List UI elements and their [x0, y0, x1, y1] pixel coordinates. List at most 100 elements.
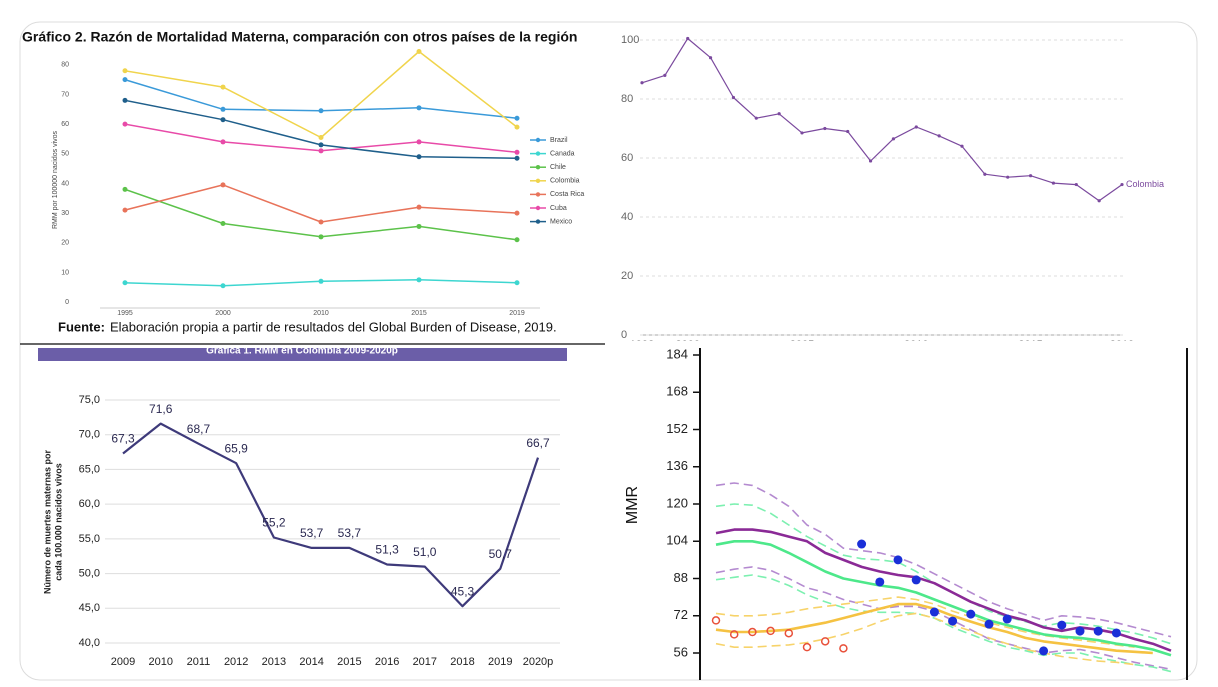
point	[1093, 626, 1103, 636]
legend-swatch	[535, 205, 541, 211]
chart-4: MMR 56 72 88 104 120 136 152 168 184	[624, 346, 1188, 680]
point	[122, 207, 128, 213]
point	[802, 642, 812, 652]
y-axis-label: MMR	[624, 486, 641, 524]
x-tick-label: 2014	[299, 656, 323, 668]
point	[820, 637, 830, 646]
point	[937, 134, 941, 138]
y-tick-label: 70,0	[79, 429, 100, 441]
point	[318, 142, 324, 148]
point	[318, 219, 324, 225]
point	[686, 36, 690, 41]
point	[846, 129, 850, 134]
y-tick-label: 80	[61, 62, 69, 69]
legend-label: Colombia	[550, 178, 580, 185]
chart-2: 0 20 40 60 80 100 1998 2000 2005 2010 2015 2019 Colo…	[621, 34, 1164, 351]
legend-label: Chile	[550, 164, 566, 171]
legend-swatch	[535, 219, 541, 224]
point	[416, 154, 422, 160]
point	[514, 155, 520, 161]
legend-swatch	[535, 192, 541, 197]
point	[929, 607, 939, 617]
point	[663, 73, 667, 77]
point	[122, 97, 128, 103]
point	[318, 278, 324, 284]
data-label: 53,7	[338, 526, 362, 540]
legend-label: Brazil	[550, 137, 568, 144]
point	[966, 609, 976, 619]
series-line	[715, 596, 1135, 648]
point	[416, 139, 422, 145]
y-tick-label: 55,0	[79, 533, 100, 545]
point	[416, 277, 422, 283]
x-tick-label: 2000	[675, 339, 699, 351]
y-tick-label: 20	[61, 240, 69, 247]
series-line	[122, 422, 540, 608]
point	[784, 628, 794, 638]
legend-swatch	[535, 178, 541, 183]
data-label: 51,3	[375, 543, 399, 557]
series-line	[715, 540, 1172, 657]
y-axis-label: cada 100.000 nacidos vivos	[53, 463, 63, 581]
x-tick-label: 1998	[630, 339, 654, 351]
y-tick-label: 152	[666, 421, 688, 436]
point	[318, 108, 324, 114]
y-tick-label: 136	[666, 458, 688, 473]
point	[1075, 626, 1085, 636]
point	[800, 131, 804, 135]
series-line	[715, 574, 1172, 673]
data-label: 68,7	[187, 422, 211, 436]
point	[708, 56, 713, 60]
point	[754, 116, 758, 120]
point	[220, 117, 226, 123]
y-axis-label: Número de muertes maternas por	[42, 449, 52, 594]
point	[1097, 199, 1101, 203]
point	[748, 627, 757, 637]
y-tick-label: 184	[666, 346, 688, 361]
point	[1111, 628, 1121, 638]
point	[893, 555, 903, 565]
point	[1006, 175, 1010, 179]
x-tick-label: 2019	[509, 310, 525, 317]
point	[766, 626, 775, 636]
point	[220, 84, 226, 90]
x-tick-label: 1995	[117, 310, 133, 317]
point	[514, 149, 520, 155]
y-tick-label: 120	[666, 495, 688, 510]
point	[1120, 182, 1124, 187]
x-tick-label: 2010	[313, 310, 329, 317]
legend-label: Mexico	[550, 218, 572, 225]
x-tick-label: 2019	[488, 656, 512, 668]
legend-label: Canada	[550, 150, 575, 157]
y-tick-label: 72	[674, 607, 688, 622]
chart-title: Gráfica 1. RMM en Colombia 2009-2020p	[206, 346, 398, 357]
y-tick-label: 100	[621, 34, 639, 46]
data-label: 45,3	[451, 584, 475, 598]
point	[220, 182, 226, 188]
point	[318, 234, 324, 240]
point	[983, 172, 987, 176]
y-tick-label: 60	[621, 152, 633, 164]
point	[220, 220, 226, 226]
point	[416, 223, 422, 229]
y-tick-label: 80	[621, 93, 633, 105]
point	[960, 144, 964, 148]
data-label: 66,7	[526, 436, 550, 450]
chart-3: Gráfica 1. RMM en Colombia 2009-2020p Nú…	[38, 346, 567, 668]
point	[416, 48, 422, 54]
point	[711, 616, 721, 625]
series-label: Colombia	[1126, 179, 1164, 189]
point	[777, 112, 781, 116]
source-label: Fuente:	[58, 319, 105, 334]
point	[416, 204, 422, 210]
data-label: 65,9	[225, 441, 249, 455]
x-tick-label: 2013	[262, 656, 286, 668]
point	[1039, 646, 1049, 656]
point	[514, 237, 520, 243]
x-tick-label: 2011	[187, 656, 211, 668]
point	[823, 126, 827, 131]
y-tick-label: 10	[61, 269, 69, 276]
y-tick-label: 50,0	[79, 567, 100, 579]
y-tick-label: 0	[621, 329, 627, 341]
point	[122, 280, 128, 286]
